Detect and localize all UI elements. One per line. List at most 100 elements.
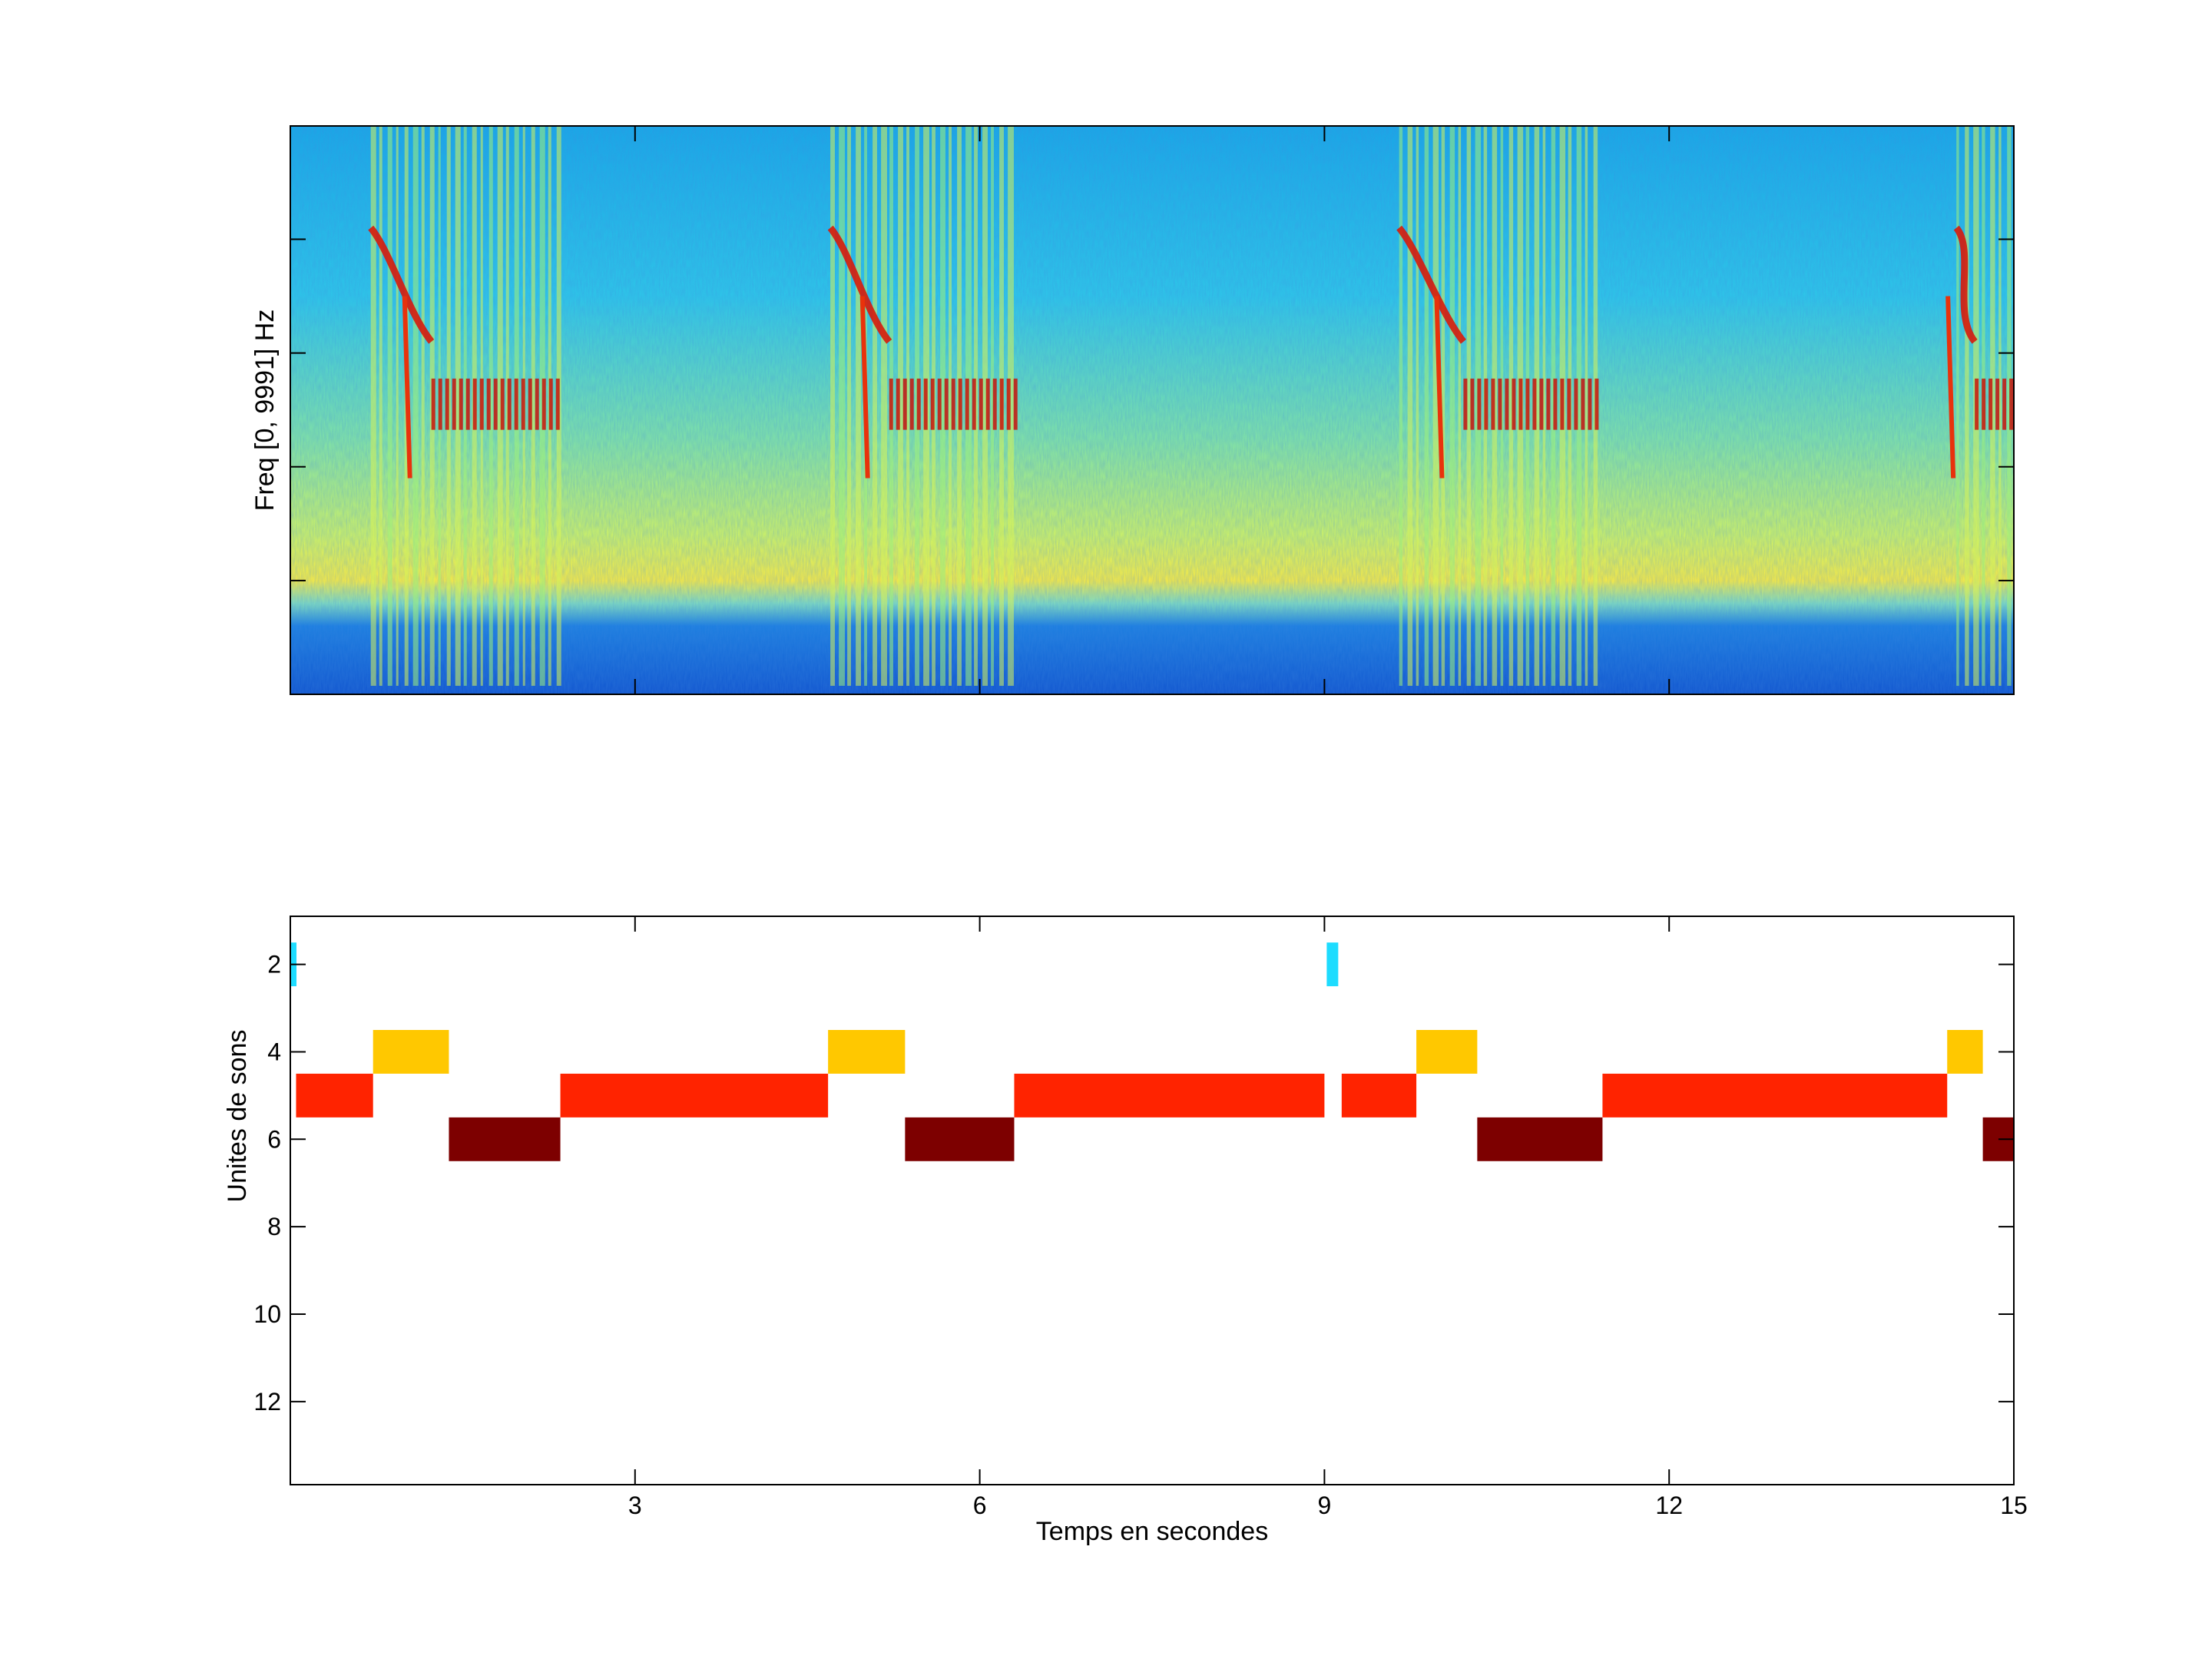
call-striation [1990,126,1995,686]
call-striation [497,126,503,686]
sound-unit-segment [373,1030,449,1074]
call-1 [368,126,561,686]
sound-units-ticks [290,916,2015,1485]
call-2 [827,126,1018,686]
call-trill-pulse [1525,378,1530,430]
call-trill-pulse [937,378,942,430]
sound-unit-segment [905,1117,1015,1161]
call-whistle [827,225,892,344]
call-trill-pulse [1546,378,1551,430]
call-striation [463,126,467,686]
call-striation [412,126,419,686]
call-trill-pulse [1013,378,1018,430]
call-striation [982,126,988,686]
sound-units-y-axis-label: Unites de sons [223,1030,252,1203]
call-trill-pulse [916,378,921,430]
call-striation [379,126,382,686]
call-trill-pulse [459,378,463,430]
call-whistle [1396,225,1466,344]
call-striation [421,126,425,686]
call-trill-pulse [889,378,893,430]
sound-units-y-tick-label: 12 [253,1388,281,1416]
call-trill-pulse [992,378,997,430]
sound-unit-segment [1416,1030,1478,1074]
call-striation [1542,126,1546,686]
spectrogram-noise [290,126,2014,694]
call-striation [940,126,945,686]
sound-unit-segment [449,1117,561,1161]
call-trill-pulse [514,378,518,430]
sound-unit-segment [828,1030,906,1074]
call-striation [1551,126,1556,686]
call-striation [873,126,877,686]
call-trill-pulse [1498,378,1502,430]
call-trill-pulse [985,378,990,430]
call-striation [1458,126,1462,686]
call-striation [1432,126,1439,686]
call-striation [949,126,952,686]
call-striation [531,126,535,686]
call-trill-pulse [902,378,907,430]
call-striation [2007,126,2012,686]
call-striation [1466,126,1472,686]
call-striation [856,126,861,686]
sound-units-tick-labels: 3 6 9 12 15 2 4 6 8 10 12 [253,951,2027,1519]
call-trill-pulse [1505,378,1509,430]
call-trill-pulse [493,378,498,430]
call-striation [1407,126,1413,686]
sound-units-y-tick-label: 10 [253,1300,281,1328]
sound-units-x-axis-label: Temps en secondes [1036,1517,1268,1546]
call-trill-pulse [958,378,962,430]
sound-units-y-tick-label: 8 [267,1213,281,1240]
call-trill-pulse [465,378,470,430]
call-trill-pulse [979,378,983,430]
call-trill-pulse [1588,378,1592,430]
call-trill-pulse [1567,378,1571,430]
call-trill-pulse [1594,378,1599,430]
sound-units-x-tick-label: 3 [628,1492,642,1519]
sound-unit-segments [290,942,2014,1161]
call-striation [387,126,392,686]
sound-unit-segment [1477,1117,1603,1161]
call-trill-pulse [445,378,449,430]
sound-units-y-tick-label: 6 [267,1125,281,1153]
call-striation [1008,126,1014,686]
call-trill-pulse [1477,378,1482,430]
call-striation [1424,126,1429,686]
call-trill-pulse [944,378,949,430]
sound-unit-segment [1947,1030,1983,1074]
call-striation [1965,126,1969,686]
call-trill-pulse [1574,378,1578,430]
call-downsweep [1945,296,1956,478]
call-trill-pulse [1512,378,1516,430]
call-striation [1584,126,1588,686]
spectrogram-image [290,126,2014,694]
call-trill-pulse [896,378,900,430]
call-trill-pulse [472,378,477,430]
call-3 [1396,126,1599,686]
call-striation [1508,126,1514,686]
spectrogram-panel: Freq [0, 9991] Hz [250,125,2015,695]
call-trill-pulse [1560,378,1565,430]
call-striation [991,126,994,686]
call-trill-pulse [965,378,969,430]
call-striation [881,126,887,686]
call-trill-pulse [1006,378,1011,430]
call-trill-pulse [1988,378,1993,430]
call-trill-pulse [452,378,456,430]
sound-units-y-tick-label: 4 [267,1038,281,1065]
call-trill-pulse [486,378,491,430]
spectrogram-y-axis-label: Freq [0, 9991] Hz [250,310,280,512]
call-striation [488,126,493,686]
call-trill-pulse [1491,378,1495,430]
call-whistle [368,225,435,344]
call-trill-pulse [541,378,546,430]
call-striation [847,126,851,686]
sound-unit-segment [1326,942,1339,987]
call-trill-pulse [1982,378,1986,430]
call-trill-pulse [1484,378,1488,430]
call-striation [455,126,461,686]
sound-units-y-tick-label: 2 [267,951,281,979]
call-trill-pulse [1975,378,1979,430]
